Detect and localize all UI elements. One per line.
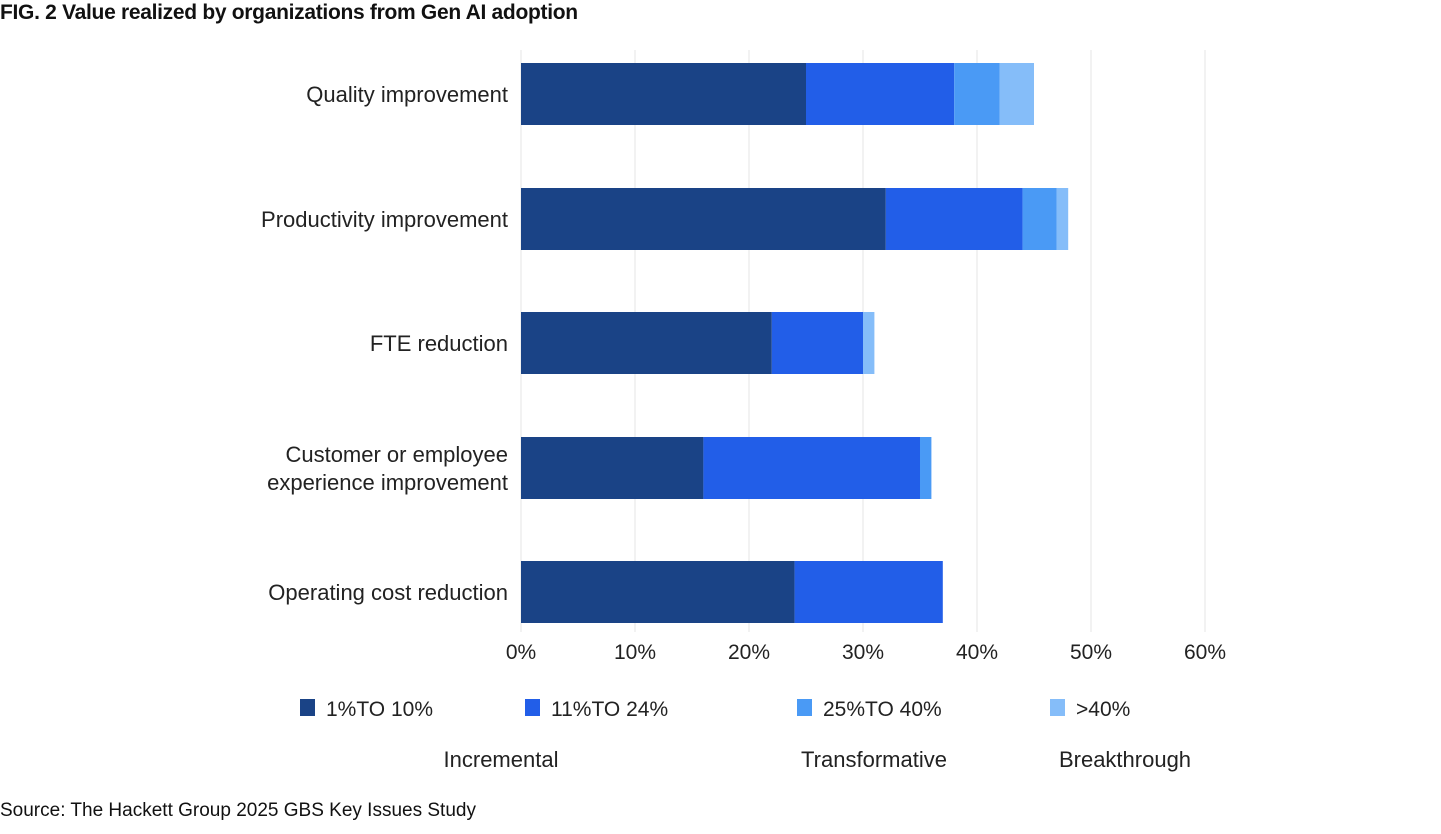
- bar-segment: [885, 188, 1023, 250]
- bar-segment: [999, 63, 1034, 125]
- x-tick-label: 10%: [614, 641, 656, 664]
- legend-swatch: [525, 699, 540, 716]
- x-tick-label: 50%: [1070, 641, 1112, 664]
- x-tick-label: 60%: [1184, 641, 1226, 664]
- x-tick-label: 20%: [728, 641, 770, 664]
- bar-segment: [1056, 188, 1069, 250]
- bar-segment: [806, 63, 955, 125]
- legend-label: >40%: [1076, 698, 1130, 721]
- legend-swatch: [1050, 699, 1065, 716]
- legend-swatch: [797, 699, 812, 716]
- legend-label: 1%TO 10%: [326, 698, 433, 721]
- legend-label: 25%TO 40%: [823, 698, 942, 721]
- category-label: FTE reduction: [370, 331, 508, 356]
- legend-swatch: [300, 699, 315, 716]
- bar-segment: [521, 312, 772, 374]
- legend-label: 11%TO 24%: [551, 698, 668, 721]
- x-tick-label: 40%: [956, 641, 998, 664]
- category-label: Quality improvement: [306, 82, 508, 107]
- bar-segment: [1022, 188, 1057, 250]
- bar-segment: [863, 312, 875, 374]
- category-label: experience improvement: [267, 470, 508, 495]
- legend-group-label: Incremental: [444, 747, 559, 772]
- legend-group-label: Breakthrough: [1059, 747, 1191, 772]
- bar-segment: [521, 188, 886, 250]
- bar-segment: [794, 561, 943, 623]
- bar-segment: [920, 437, 932, 499]
- bar-segment: [521, 437, 704, 499]
- x-tick-label: 0%: [506, 641, 536, 664]
- category-label: Productivity improvement: [261, 207, 508, 232]
- legend-group-label: Transformative: [801, 747, 947, 772]
- bar-segment: [771, 312, 863, 374]
- source-note: Source: The Hackett Group 2025 GBS Key I…: [0, 800, 476, 821]
- category-label: Customer or employee: [285, 442, 508, 467]
- bar-segment: [521, 63, 806, 125]
- bar-segment: [703, 437, 920, 499]
- bar-segment: [521, 561, 795, 623]
- bar-segment: [954, 63, 1000, 125]
- category-label: Operating cost reduction: [268, 580, 508, 605]
- chart-title: FIG. 2 Value realized by organizations f…: [0, 1, 578, 24]
- x-tick-label: 30%: [842, 641, 884, 664]
